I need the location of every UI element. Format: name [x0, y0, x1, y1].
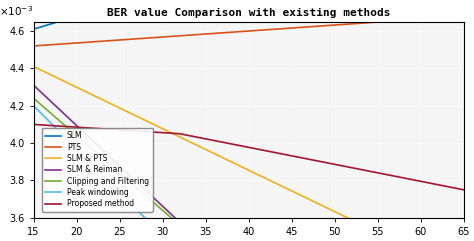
Proposed method	[31, 123, 36, 126]
Title: BER value Comparison with existing methods: BER value Comparison with existing metho…	[107, 8, 391, 18]
Proposed method	[461, 188, 466, 191]
Text: $\times10^{-3}$: $\times10^{-3}$	[0, 4, 33, 18]
Legend: SLM, PTS, SLM & PTS, SLM & Reiman, Clipping and Filtering, Peak windowing, Propo: SLM, PTS, SLM & PTS, SLM & Reiman, Clipp…	[42, 128, 153, 212]
Proposed method	[177, 132, 182, 135]
Line: Proposed method: Proposed method	[34, 124, 464, 190]
